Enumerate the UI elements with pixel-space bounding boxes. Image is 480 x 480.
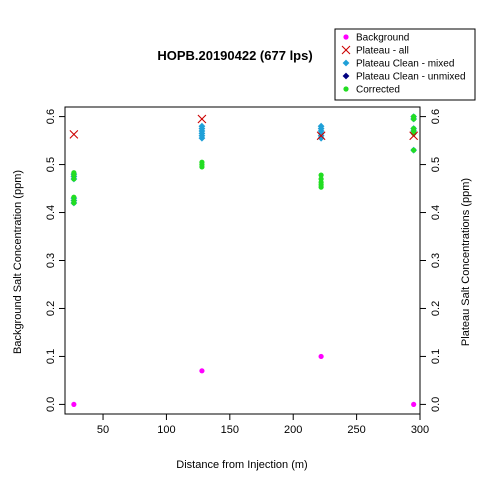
- x-tick-label: 300: [411, 424, 429, 436]
- chart-title: HOPB.20190422 (677 lps): [157, 48, 312, 63]
- point-corrected: [318, 184, 324, 190]
- y-right-tick-label: 0.6: [430, 109, 442, 124]
- data-points: [69, 113, 419, 408]
- point-corrected: [411, 116, 417, 122]
- y-left-tick-label: 0.3: [45, 253, 57, 268]
- point-plateau-clean-mixed: [198, 134, 206, 142]
- y-right-tick-label: 0.5: [430, 157, 442, 172]
- legend-marker: [341, 45, 351, 55]
- legend-marker: [343, 86, 349, 92]
- point-plateau-all: [316, 131, 326, 141]
- y-axis-left: 0.0 0.1 0.2 0.3 0.4 0.5 0.6: [45, 109, 65, 412]
- legend-entry: Corrected: [356, 85, 400, 96]
- x-tick-label: 100: [157, 424, 175, 436]
- y-left-tick-label: 0.6: [45, 109, 57, 124]
- plot-frame: [64, 106, 421, 415]
- legend-entry: Background: [356, 33, 409, 44]
- point-plateau-clean-mixed: [317, 134, 325, 142]
- legend-marker: [343, 34, 349, 40]
- point-background: [199, 368, 205, 374]
- legend-entry: Plateau Clean - mixed: [356, 59, 454, 70]
- x-tick-label: 150: [221, 424, 239, 436]
- x-axis: 50 100 150 200 250 300: [97, 413, 429, 436]
- x-tick-label: 50: [97, 424, 109, 436]
- legend-entry: Plateau Clean - unmixed: [356, 72, 466, 83]
- point-background: [411, 401, 417, 408]
- point-plateau-all: [409, 131, 419, 141]
- y-right-tick-label: 0.0: [430, 397, 442, 412]
- x-axis-label: Distance from Injection (m): [176, 459, 307, 471]
- y-left-tick-label: 0.2: [45, 301, 57, 316]
- point-corrected: [199, 164, 205, 170]
- y-right-tick-label: 0.4: [430, 205, 442, 220]
- y-left-tick-label: 0.0: [45, 397, 57, 412]
- legend-marker: [342, 59, 350, 67]
- legend-marker: [342, 72, 350, 80]
- point-corrected: [71, 172, 77, 178]
- legend: Background Plateau - all Plateau Clean - m…: [334, 28, 476, 101]
- point-corrected: [71, 200, 77, 206]
- point-corrected: [411, 147, 417, 153]
- legend-entry: Plateau - all: [356, 46, 409, 57]
- legend-box: [334, 28, 476, 101]
- point-background: [71, 401, 77, 408]
- y-right-tick-label: 0.3: [430, 253, 442, 268]
- x-tick-label: 250: [347, 424, 365, 436]
- y-right-tick-label: 0.1: [430, 349, 442, 364]
- y-left-tick-label: 0.4: [45, 205, 57, 220]
- point-corrected: [318, 172, 324, 178]
- y-axis-right: 0.0 0.1 0.2 0.3 0.4 0.5 0.6: [420, 109, 442, 412]
- x-tick-label: 200: [284, 424, 302, 436]
- point-background: [318, 353, 324, 360]
- y-axis-left-label: Background Salt Concentration (ppm): [12, 170, 24, 354]
- y-right-tick-label: 0.2: [430, 301, 442, 316]
- point-plateau-all: [197, 114, 207, 124]
- y-left-tick-label: 0.5: [45, 157, 57, 172]
- point-plateau-all: [69, 129, 79, 139]
- y-left-tick-label: 0.1: [45, 349, 57, 364]
- y-axis-right-label: Plateau Salt Concentrations (ppm): [460, 178, 472, 346]
- point-corrected: [71, 176, 77, 182]
